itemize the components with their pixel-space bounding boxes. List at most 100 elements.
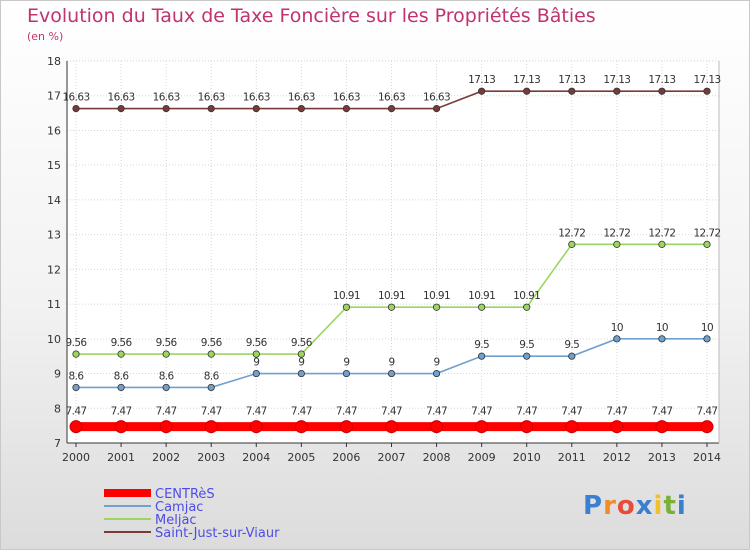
data-point-centr-s <box>159 420 173 434</box>
data-point-saint-just-sur-viaur <box>252 104 260 113</box>
data-label-saint-just-sur-viaur: 16.63 <box>153 92 180 104</box>
data-point-camjac <box>568 352 576 360</box>
data-label-centr-s: 7.47 <box>66 406 87 418</box>
data-label-saint-just-sur-viaur: 16.63 <box>108 92 135 104</box>
data-label-saint-just-sur-viaur: 16.63 <box>333 92 360 104</box>
chart-title: Evolution du Taux de Taxe Foncière sur l… <box>27 5 596 27</box>
data-point-meljac <box>72 350 80 358</box>
data-label-saint-just-sur-viaur: 17.13 <box>558 74 585 86</box>
y-axis-unit: (en %) <box>27 30 64 43</box>
data-label-camjac: 9.5 <box>564 339 579 351</box>
data-point-camjac <box>523 352 531 360</box>
data-label-camjac: 8.6 <box>204 370 220 382</box>
data-label-saint-just-sur-viaur: 17.13 <box>648 74 675 86</box>
data-point-centr-s <box>610 420 624 434</box>
data-point-saint-just-sur-viaur <box>162 104 170 113</box>
y-tick-label: 7 <box>54 437 61 450</box>
data-point-saint-just-sur-viaur <box>523 87 531 95</box>
data-label-saint-just-sur-viaur: 17.13 <box>468 74 495 86</box>
data-point-centr-s <box>430 420 444 434</box>
data-point-saint-just-sur-viaur <box>703 87 711 95</box>
x-tick-label: 2001 <box>107 451 135 464</box>
data-point-meljac <box>117 350 125 358</box>
data-point-centr-s <box>249 420 263 434</box>
data-point-meljac <box>432 303 441 311</box>
data-point-saint-just-sur-viaur <box>72 104 80 113</box>
data-point-meljac <box>613 240 621 248</box>
data-point-saint-just-sur-viaur <box>117 104 125 113</box>
data-label-centr-s: 7.47 <box>201 406 222 418</box>
data-label-meljac: 9.56 <box>156 337 178 349</box>
data-point-camjac <box>117 383 125 392</box>
data-point-meljac <box>342 303 351 311</box>
data-point-camjac <box>658 335 666 343</box>
x-tick-label: 2012 <box>603 451 631 464</box>
data-point-camjac <box>703 335 711 343</box>
data-point-meljac <box>523 303 531 311</box>
series-group: 16.63 16.63 16.63 16.63 16.63 16.63 16.63 16.63… <box>62 74 721 434</box>
data-point-saint-just-sur-viaur <box>207 104 215 113</box>
data-point-centr-s <box>565 420 579 434</box>
grid <box>67 60 719 444</box>
data-label-camjac: 9.5 <box>519 339 534 351</box>
data-point-camjac <box>432 369 441 378</box>
data-point-saint-just-sur-viaur <box>387 104 396 113</box>
data-label-camjac: 8.6 <box>159 370 175 382</box>
data-point-saint-just-sur-viaur <box>297 104 305 113</box>
data-label-saint-just-sur-viaur: 16.63 <box>62 92 89 104</box>
data-point-saint-just-sur-viaur <box>342 104 351 113</box>
data-point-meljac <box>568 240 576 248</box>
data-point-centr-s <box>339 420 353 434</box>
data-label-camjac: 9 <box>434 357 440 369</box>
data-label-centr-s: 7.47 <box>697 406 718 418</box>
data-label-saint-just-sur-viaur: 16.63 <box>198 92 225 104</box>
data-label-camjac: 9.5 <box>474 339 489 351</box>
data-point-camjac <box>342 369 351 378</box>
plot-area <box>67 61 719 443</box>
data-point-camjac <box>207 383 215 392</box>
data-label-saint-just-sur-viaur: 16.63 <box>423 92 450 104</box>
data-label-saint-just-sur-viaur: 17.13 <box>603 74 630 86</box>
data-point-camjac <box>162 383 170 392</box>
data-point-camjac <box>613 335 621 343</box>
data-point-centr-s <box>385 420 398 434</box>
y-tick-label: 17 <box>47 90 61 103</box>
y-tick-label: 15 <box>47 159 61 172</box>
data-label-saint-just-sur-viaur: 17.13 <box>693 74 720 86</box>
data-label-meljac: 9.56 <box>66 337 88 349</box>
data-label-centr-s: 7.47 <box>516 406 537 418</box>
legend-label-camjac: Camjac <box>155 500 203 515</box>
data-point-meljac <box>658 240 666 248</box>
data-label-centr-s: 7.47 <box>561 406 582 418</box>
x-tick-label: 2000 <box>62 451 90 464</box>
data-point-camjac <box>252 369 260 378</box>
data-label-camjac: 10 <box>701 322 713 334</box>
data-label-centr-s: 7.47 <box>111 406 132 418</box>
data-point-meljac <box>703 240 711 248</box>
x-tick-label: 2007 <box>378 451 406 464</box>
x-tick-label: 2010 <box>513 451 541 464</box>
data-label-meljac: 12.72 <box>648 227 675 239</box>
data-point-camjac <box>478 352 486 360</box>
data-label-meljac: 10.91 <box>513 290 540 302</box>
y-tick-label: 11 <box>47 298 61 311</box>
data-label-meljac: 9.56 <box>246 337 268 349</box>
data-label-meljac: 9.56 <box>111 337 133 349</box>
data-label-camjac: 9 <box>388 357 394 369</box>
data-label-meljac: 9.56 <box>201 337 223 349</box>
x-tick-label: 2004 <box>242 451 270 464</box>
data-label-saint-just-sur-viaur: 16.63 <box>378 92 405 104</box>
proxiti-logo: Proxiti <box>583 491 687 521</box>
data-point-saint-just-sur-viaur <box>568 87 576 95</box>
data-label-camjac: 10 <box>611 322 623 334</box>
y-tick-label: 8 <box>54 402 61 415</box>
legend-label-centr-s: CENTRèS <box>155 487 215 502</box>
data-label-centr-s: 7.47 <box>156 406 177 418</box>
data-point-centr-s <box>655 420 669 434</box>
x-tick-label: 2005 <box>287 451 315 464</box>
data-label-centr-s: 7.47 <box>291 406 312 418</box>
data-label-meljac: 10.91 <box>333 290 360 302</box>
x-tick-label: 2003 <box>197 451 225 464</box>
